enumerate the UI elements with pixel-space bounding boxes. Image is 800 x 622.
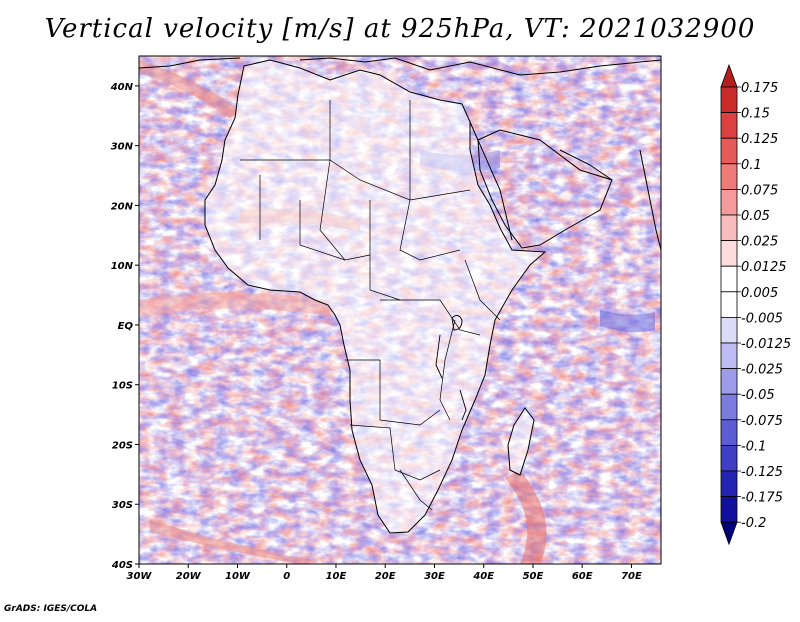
- y-tick-label: 20S: [112, 440, 133, 451]
- colorbar-box: [720, 444, 738, 472]
- colorbar-box: [720, 419, 738, 446]
- y-tick-label: EQ: [118, 321, 134, 332]
- plot-area: [138, 55, 662, 565]
- lakes: [435, 315, 467, 421]
- y-axis: 40N 30N 20N 10N EQ 10S 20S 30S 40S: [110, 82, 139, 571]
- colorbar-label: -0.2: [741, 516, 766, 531]
- arabian-peninsula: [477, 129, 613, 249]
- colorbar-box: [720, 188, 738, 216]
- colorbar-box: [720, 291, 738, 318]
- colorbar-label: -0.125: [741, 465, 783, 480]
- colorbar-label: 0.0125: [741, 260, 787, 275]
- y-tick-label: 20N: [111, 201, 134, 212]
- colorbar-label: 0.125: [741, 132, 778, 147]
- colorbar-box: [720, 214, 738, 242]
- x-tick-label: 30E: [424, 571, 445, 582]
- x-tick-label: 10W: [225, 571, 251, 582]
- x-tick-label: 40E: [472, 571, 494, 582]
- colorbar-label: -0.075: [741, 414, 783, 429]
- madagascar: [507, 407, 535, 476]
- colorbar-label: 0.1: [741, 158, 762, 173]
- plot-frame: [138, 55, 662, 565]
- x-tick-label: 70E: [621, 571, 642, 582]
- colorbar-label: 0.15: [741, 107, 770, 122]
- colorbar-label: -0.0125: [741, 337, 791, 352]
- colorbar-box: [720, 368, 738, 395]
- colorbar-box: [720, 265, 738, 293]
- y-tick-label: 30N: [111, 142, 134, 153]
- india-coast: [639, 149, 661, 251]
- colorbar-label: -0.05: [741, 388, 775, 403]
- colorbar-top-arrow: [720, 63, 738, 88]
- x-tick-label: 60E: [572, 571, 593, 582]
- x-tick-label: 50E: [523, 571, 544, 582]
- colorbar-bottom-arrow: [720, 521, 738, 546]
- africa-coast: [204, 59, 547, 534]
- colorbar-label: -0.005: [741, 311, 783, 326]
- y-tick-label: 30S: [112, 500, 133, 511]
- colorbar-box: [720, 137, 738, 165]
- x-tick-label: 0: [283, 571, 290, 582]
- colorbar-box: [720, 316, 738, 344]
- x-tick-label: 20E: [375, 571, 396, 582]
- country-borders: [240, 100, 501, 511]
- colorbar-label: 0.175: [741, 81, 778, 96]
- x-tick-label: 10E: [326, 571, 347, 582]
- colorbar-box: [720, 496, 738, 523]
- colorbar-label: -0.025: [741, 363, 783, 378]
- colorbar-box: [720, 163, 738, 190]
- colorbar-label: -0.1: [741, 439, 766, 454]
- colorbar-label: -0.175: [741, 491, 783, 506]
- persian-gulf: [559, 149, 613, 181]
- colorbar-label: 0.05: [741, 209, 770, 224]
- colorbar-box: [720, 342, 738, 370]
- colorbar-label: 0.075: [741, 183, 778, 198]
- chart-title: Vertical velocity [m/s] at 925hPa, VT: 2…: [44, 14, 756, 44]
- x-tick-label: 20W: [176, 571, 202, 582]
- y-tick-label: 10N: [111, 261, 134, 272]
- colorbar-label: 0.005: [741, 286, 778, 301]
- y-tick-label: 10S: [112, 381, 133, 392]
- colorbar: 0.175 0.15 0.125 0.1 0.075 0.05 0.025 0.0125 0.0…: [720, 63, 791, 546]
- coastlines: [139, 57, 661, 534]
- colorbar-box: [720, 393, 738, 421]
- colorbar-box: [720, 86, 738, 114]
- europe-coast: [139, 57, 661, 76]
- colorbar-box: [720, 240, 738, 267]
- colorbar-box: [720, 470, 738, 498]
- y-tick-label: 40N: [110, 82, 134, 93]
- x-tick-label: 30W: [127, 571, 153, 582]
- colorbar-label: 0.025: [741, 235, 778, 250]
- colorbar-box: [720, 112, 738, 139]
- red-sea: [469, 121, 513, 241]
- footer-credit: GrADS: IGES/COLA: [4, 604, 98, 614]
- x-axis: 30W 20W 10W 0 10E 20E 30E 40E 50E 60E 70E: [127, 564, 642, 582]
- y-tick-label: 40S: [111, 560, 133, 571]
